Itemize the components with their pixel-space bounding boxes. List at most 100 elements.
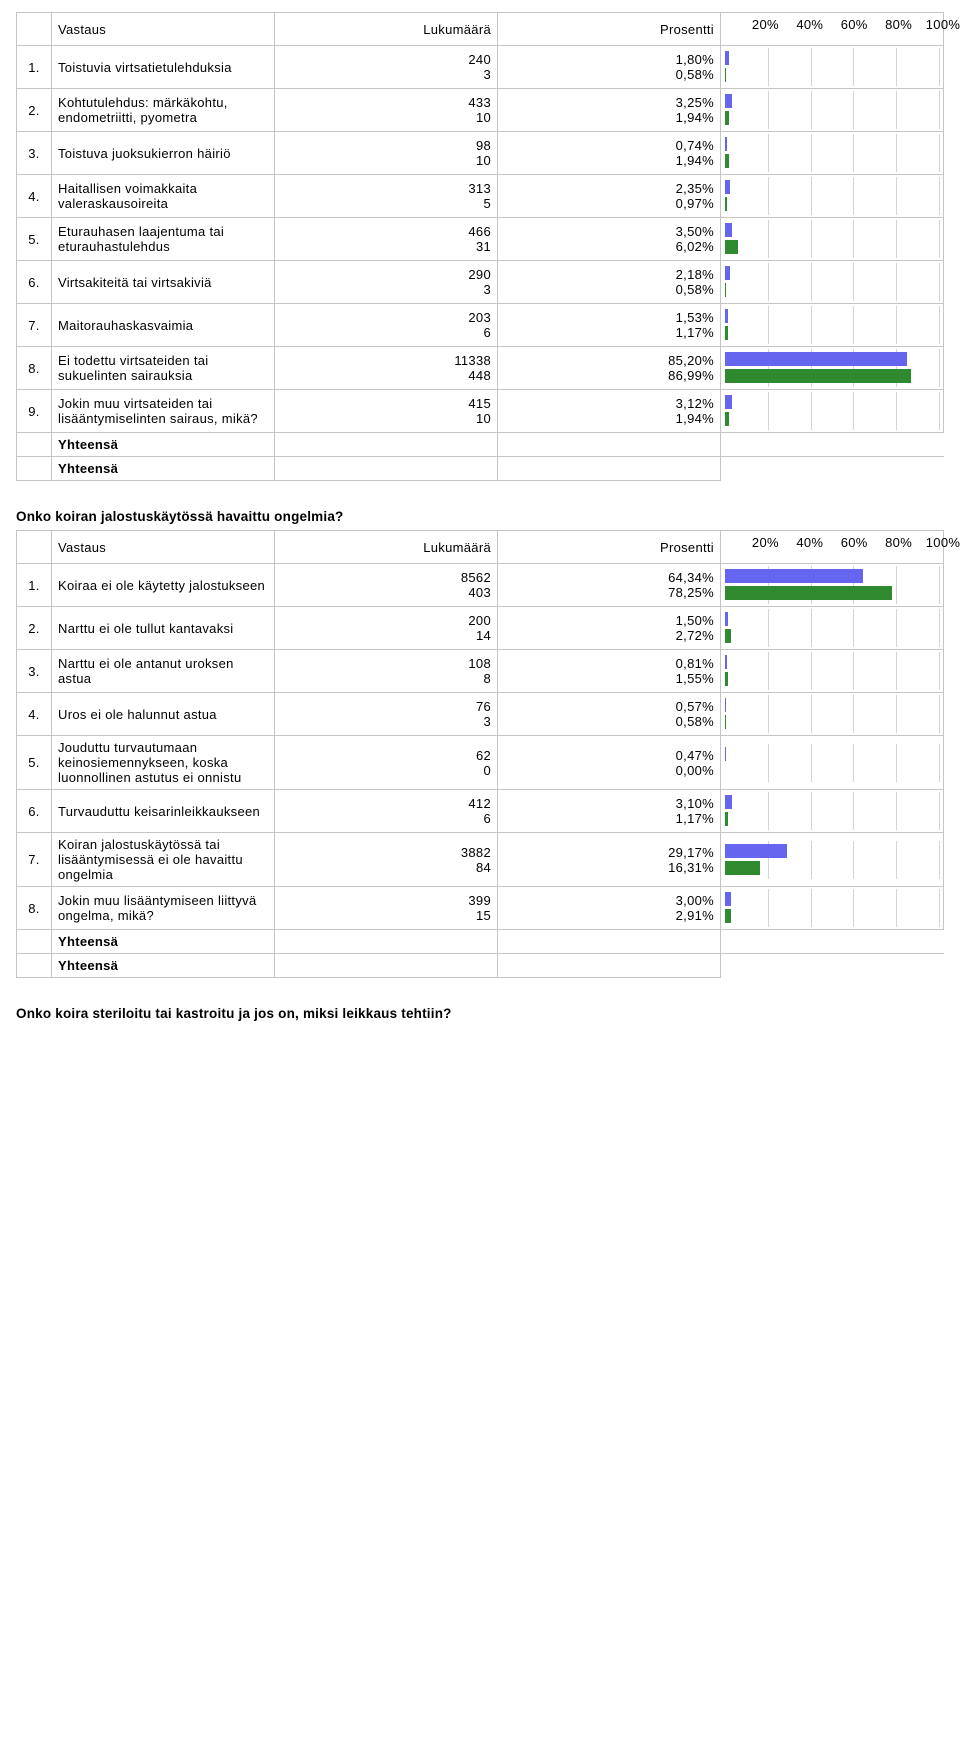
row-label: Kohtutulehdus: märkäkohtu, endometriitti…: [52, 89, 275, 132]
row-count: 1088: [275, 650, 498, 693]
table-row: 3.Narttu ei ole antanut uroksen astua108…: [17, 650, 944, 693]
row-index: 5.: [17, 218, 52, 261]
total-bar-cell: [721, 930, 944, 954]
row-bar-cell: [721, 833, 944, 887]
bar-series-1: [725, 352, 907, 366]
table-row: 7.Koiran jalostuskäytössä tai lisääntymi…: [17, 833, 944, 887]
bar-series-2: [725, 629, 731, 643]
row-percent: 1,50%2,72%: [498, 607, 721, 650]
bar-wrap: [725, 792, 939, 830]
row-index: 1.: [17, 46, 52, 89]
scale-tick-label: 60%: [841, 535, 868, 550]
bar-series-1: [725, 747, 726, 761]
total-row: Yhteensä: [17, 930, 944, 954]
total-count: [275, 457, 498, 481]
header-lukumaara: Lukumäärä: [275, 531, 498, 564]
total-empty: [17, 433, 52, 457]
bar-wrap: [725, 177, 939, 215]
row-label: Ei todettu virtsateiden tai sukuelinten …: [52, 347, 275, 390]
table-row: 2.Kohtutulehdus: märkäkohtu, endometriit…: [17, 89, 944, 132]
table-row: 7.Maitorauhaskasvaimia20361,53%1,17%: [17, 304, 944, 347]
row-percent: 3,50%6,02%: [498, 218, 721, 261]
row-index: 6.: [17, 790, 52, 833]
bar-series-2: [725, 283, 726, 297]
row-label: Toistuva juoksukierron häiriö: [52, 132, 275, 175]
row-count: 2036: [275, 304, 498, 347]
row-percent: 29,17%16,31%: [498, 833, 721, 887]
table-row: 5.Jouduttu turvautumaan keinosiemennykse…: [17, 736, 944, 790]
row-label: Jouduttu turvautumaan keinosiemennykseen…: [52, 736, 275, 790]
row-label: Uros ei ole halunnut astua: [52, 693, 275, 736]
row-bar-cell: [721, 261, 944, 304]
survey-table-1: VastausLukumääräProsentti20%40%60%80%100…: [16, 12, 944, 481]
table-row: 6.Virtsakiteitä tai virtsakiviä29032,18%…: [17, 261, 944, 304]
row-label: Koiraa ei ole käytetty jalostukseen: [52, 564, 275, 607]
scale-tick-label: 60%: [841, 17, 868, 32]
total-percent: [498, 954, 721, 978]
row-percent: 1,53%1,17%: [498, 304, 721, 347]
row-index: 6.: [17, 261, 52, 304]
row-percent: 0,47%0,00%: [498, 736, 721, 790]
total-percent: [498, 930, 721, 954]
row-bar-cell: [721, 607, 944, 650]
bar-series-2: [725, 812, 728, 826]
total-count: [275, 433, 498, 457]
total-count: [275, 954, 498, 978]
bar-wrap: [725, 392, 939, 430]
row-bar-cell: [721, 218, 944, 261]
bar-wrap: [725, 841, 939, 879]
header-prosentti: Prosentti: [498, 531, 721, 564]
bar-series-2: [725, 197, 727, 211]
row-label: Jokin muu virtsateiden tai lisääntymisel…: [52, 390, 275, 433]
row-percent: 3,25%1,94%: [498, 89, 721, 132]
row-label: Jokin muu lisääntymiseen liittyvä ongelm…: [52, 887, 275, 930]
row-index: 2.: [17, 89, 52, 132]
total-bar-cell: [721, 433, 944, 457]
row-index: 7.: [17, 833, 52, 887]
row-count: 46631: [275, 218, 498, 261]
row-count: 39915: [275, 887, 498, 930]
total-label: Yhteensä: [52, 433, 275, 457]
row-bar-cell: [721, 347, 944, 390]
table-row: 4.Uros ei ole halunnut astua7630,57%0,58…: [17, 693, 944, 736]
bar-series-1: [725, 395, 732, 409]
row-bar-cell: [721, 304, 944, 347]
row-percent: 0,74%1,94%: [498, 132, 721, 175]
bar-series-2: [725, 586, 892, 600]
row-percent: 85,20%86,99%: [498, 347, 721, 390]
bar-wrap: [725, 744, 939, 782]
bar-series-2: [725, 715, 726, 729]
row-bar-cell: [721, 564, 944, 607]
total-empty: [17, 930, 52, 954]
scale-tick-label: 100%: [926, 17, 960, 32]
scale-tick-label: 20%: [752, 535, 779, 550]
bar-series-1: [725, 51, 729, 65]
row-bar-cell: [721, 887, 944, 930]
total-count: [275, 930, 498, 954]
bar-wrap: [725, 263, 939, 301]
row-bar-cell: [721, 650, 944, 693]
row-bar-cell: [721, 89, 944, 132]
scale-tick-label: 40%: [796, 17, 823, 32]
bar-series-1: [725, 795, 732, 809]
bar-series-1: [725, 180, 730, 194]
header-scale: 20%40%60%80%100%: [721, 13, 944, 46]
bar-wrap: [725, 609, 939, 647]
bar-series-1: [725, 655, 727, 669]
section-title-2: Onko koiran jalostuskäytössä havaittu on…: [16, 509, 944, 524]
row-label: Koiran jalostuskäytössä tai lisääntymise…: [52, 833, 275, 887]
row-percent: 0,81%1,55%: [498, 650, 721, 693]
scale-tick-label: 40%: [796, 535, 823, 550]
bar-wrap: [725, 349, 939, 387]
bar-series-2: [725, 154, 729, 168]
row-index: 5.: [17, 736, 52, 790]
total-empty: [17, 954, 52, 978]
row-count: 620: [275, 736, 498, 790]
bar-series-1: [725, 698, 726, 712]
row-count: 43310: [275, 89, 498, 132]
row-count: 3135: [275, 175, 498, 218]
row-count: 11338448: [275, 347, 498, 390]
table-row: 9.Jokin muu virtsateiden tai lisääntymis…: [17, 390, 944, 433]
bar-series-1: [725, 223, 732, 237]
header-empty: [17, 531, 52, 564]
